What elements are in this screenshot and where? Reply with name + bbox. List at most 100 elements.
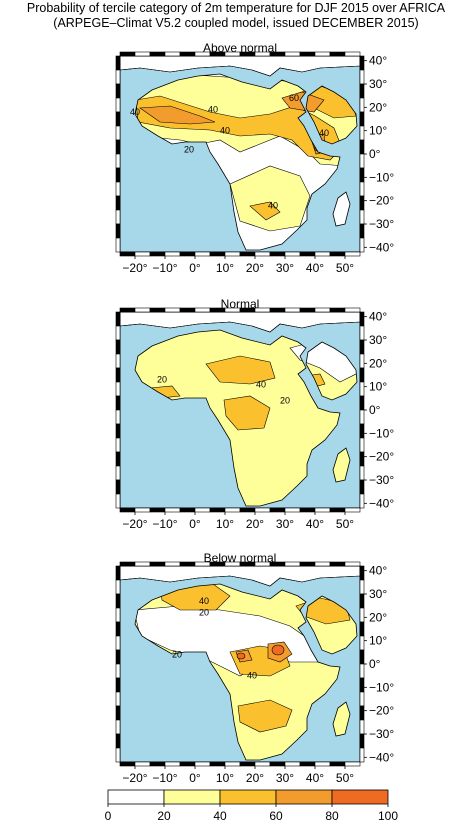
frame-segment bbox=[299, 251, 316, 257]
frame-segment bbox=[359, 593, 365, 609]
frame-segment bbox=[359, 493, 365, 509]
contour-label: 60 bbox=[289, 93, 299, 103]
frame-segment bbox=[194, 507, 211, 513]
frame-segment bbox=[359, 139, 365, 155]
lon-tick-label: −10° bbox=[152, 517, 177, 531]
frame-segment bbox=[115, 607, 121, 623]
lat-tick-label: −40° bbox=[369, 750, 394, 764]
frame-segment bbox=[224, 251, 241, 257]
frame-segment bbox=[115, 649, 121, 665]
frame-segment bbox=[284, 251, 301, 257]
frame-segment bbox=[115, 339, 121, 355]
contour-label: 40 bbox=[268, 200, 278, 210]
lat-tick-label: 0° bbox=[369, 147, 381, 161]
frame-segment bbox=[359, 719, 365, 735]
lat-tick-label: −10° bbox=[369, 680, 394, 694]
lon-tick-label: 0° bbox=[189, 517, 201, 531]
lat-tick-label: 10° bbox=[369, 634, 387, 648]
frame-segment bbox=[254, 251, 271, 257]
frame-segment bbox=[359, 195, 365, 211]
lon-tick-label: 30° bbox=[276, 261, 294, 275]
frame-segment bbox=[344, 307, 361, 313]
frame-segment bbox=[299, 307, 316, 313]
lon-tick-label: −20° bbox=[122, 771, 147, 785]
frame-segment bbox=[359, 607, 365, 623]
frame-segment bbox=[179, 307, 196, 313]
frame-segment bbox=[314, 251, 331, 257]
lon-tick-label: 40° bbox=[306, 771, 324, 785]
frame-segment bbox=[299, 51, 316, 57]
zone-40-60-south bbox=[249, 201, 281, 221]
frame-segment bbox=[115, 705, 121, 721]
frame-segment bbox=[359, 635, 365, 651]
frame-segment bbox=[115, 677, 121, 693]
frame-segment bbox=[329, 307, 346, 313]
frame-segment bbox=[115, 423, 121, 439]
contour-label: 20 bbox=[157, 375, 167, 385]
frame-segment bbox=[284, 761, 301, 767]
contour-label: 40 bbox=[247, 671, 257, 681]
lon-tick-label: −10° bbox=[152, 261, 177, 275]
frame-segment bbox=[115, 209, 121, 225]
frame-segment bbox=[314, 51, 331, 57]
frame-segment bbox=[115, 381, 121, 397]
lat-tick-label: −20° bbox=[369, 704, 394, 718]
frame-segment bbox=[115, 195, 121, 211]
frame-segment bbox=[149, 761, 166, 767]
figure-title: Probability of tercile category of 2m te… bbox=[26, 1, 446, 15]
frame-segment bbox=[115, 367, 121, 383]
frame-segment bbox=[284, 507, 301, 513]
lon-tick-label: 30° bbox=[276, 517, 294, 531]
lat-tick-label: 30° bbox=[369, 77, 387, 91]
frame-segment bbox=[115, 111, 121, 127]
frame-segment bbox=[284, 307, 301, 313]
lat-tick-label: 20° bbox=[369, 100, 387, 114]
lon-tick-label: 10° bbox=[216, 261, 234, 275]
frame-segment bbox=[359, 747, 365, 763]
frame-segment bbox=[254, 761, 271, 767]
lon-tick-label: −10° bbox=[152, 771, 177, 785]
frame-segment bbox=[164, 307, 181, 313]
zone-60-80-sahel bbox=[139, 105, 216, 125]
figure-subtitle: (ARPEGE–Climat V5.2 coupled model, issue… bbox=[53, 16, 419, 30]
lon-tick-label: 0° bbox=[189, 261, 201, 275]
frame-segment bbox=[344, 507, 361, 513]
frame-segment bbox=[115, 437, 121, 453]
frame-segment bbox=[115, 69, 121, 85]
lon-tick-label: 30° bbox=[276, 771, 294, 785]
frame-segment bbox=[359, 579, 365, 595]
colorbar-tick-label: 80 bbox=[325, 809, 339, 823]
lat-tick-label: −30° bbox=[369, 473, 394, 487]
map-panel-normal: Normal 20 40 20 −20° −10° 0° 10° 20° 30° 40° 50° 4… bbox=[115, 297, 394, 531]
lon-tick-label: 50° bbox=[336, 261, 354, 275]
frame-segment bbox=[359, 181, 365, 197]
frame-segment bbox=[269, 251, 286, 257]
lat-tick-label: 10° bbox=[369, 124, 387, 138]
panel-title: Normal bbox=[221, 297, 260, 311]
frame-segment bbox=[164, 561, 181, 567]
frame-segment bbox=[359, 237, 365, 253]
frame-segment bbox=[359, 353, 365, 369]
frame-segment bbox=[115, 237, 121, 253]
frame-segment bbox=[359, 395, 365, 411]
lon-tick-label: −20° bbox=[122, 261, 147, 275]
lon-tick-label: 20° bbox=[246, 771, 264, 785]
frame-segment bbox=[194, 251, 211, 257]
frame-segment bbox=[344, 561, 361, 567]
lat-tick-label: −20° bbox=[369, 450, 394, 464]
frame-segment bbox=[329, 761, 346, 767]
lat-tick-label: −30° bbox=[369, 217, 394, 231]
frame-segment bbox=[115, 635, 121, 651]
frame-segment bbox=[179, 507, 196, 513]
frame-segment bbox=[119, 307, 136, 313]
frame-segment bbox=[269, 761, 286, 767]
frame-segment bbox=[269, 507, 286, 513]
frame-segment bbox=[179, 761, 196, 767]
frame-segment bbox=[359, 451, 365, 467]
lat-tick-label: −10° bbox=[369, 426, 394, 440]
frame-segment bbox=[179, 251, 196, 257]
frame-segment bbox=[359, 111, 365, 127]
frame-segment bbox=[119, 507, 136, 513]
contour-label: 20 bbox=[280, 396, 290, 406]
